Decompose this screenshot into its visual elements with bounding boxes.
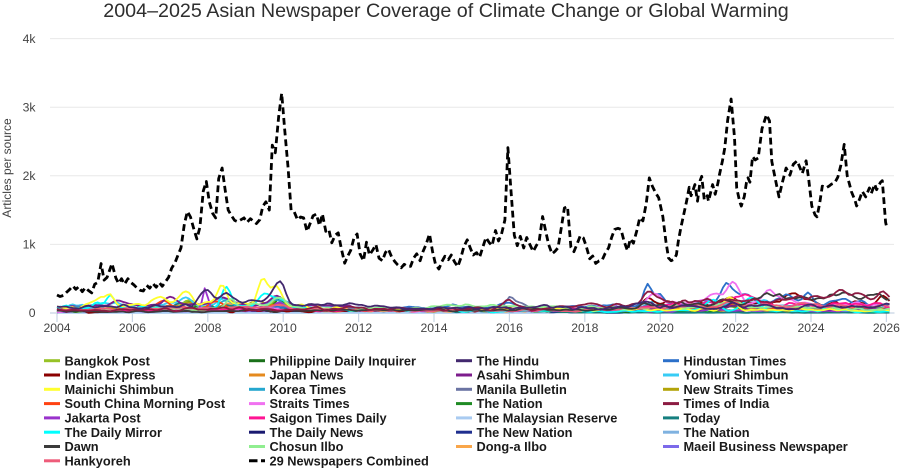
svg-text:2016: 2016 xyxy=(496,321,523,335)
svg-text:Chosun Ilbo: Chosun Ilbo xyxy=(270,439,344,454)
svg-text:2004–2025 Asian Newspaper Cove: 2004–2025 Asian Newspaper Coverage of Cl… xyxy=(103,0,788,22)
svg-text:4k: 4k xyxy=(23,32,37,46)
svg-text:Straits Times: Straits Times xyxy=(270,396,350,411)
svg-text:South China Morning Post: South China Morning Post xyxy=(65,396,226,411)
svg-text:Dong-a Ilbo: Dong-a Ilbo xyxy=(477,439,548,454)
svg-text:2004: 2004 xyxy=(43,321,70,335)
svg-text:Hankyoreh: Hankyoreh xyxy=(65,453,131,468)
svg-text:Philippine Daily Inquirer: Philippine Daily Inquirer xyxy=(270,353,416,368)
svg-text:Dawn: Dawn xyxy=(65,439,99,454)
svg-text:The Malaysian Reserve: The Malaysian Reserve xyxy=(477,411,618,426)
svg-text:0: 0 xyxy=(29,306,36,320)
svg-text:New Straits Times: New Straits Times xyxy=(684,382,794,397)
svg-text:Saigon Times Daily: Saigon Times Daily xyxy=(270,411,388,426)
svg-text:1k: 1k xyxy=(23,238,37,252)
svg-text:2012: 2012 xyxy=(345,321,372,335)
svg-text:29 Newspapers Combined: 29 Newspapers Combined xyxy=(270,453,429,468)
svg-text:Maeil Business Newspaper: Maeil Business Newspaper xyxy=(684,439,848,454)
svg-text:Articles per source: Articles per source xyxy=(0,118,14,218)
svg-text:2010: 2010 xyxy=(270,321,297,335)
svg-text:2006: 2006 xyxy=(119,321,146,335)
svg-text:2018: 2018 xyxy=(571,321,598,335)
svg-text:The Nation: The Nation xyxy=(684,425,750,440)
svg-text:Jakarta Post: Jakarta Post xyxy=(65,411,142,426)
svg-text:The Nation: The Nation xyxy=(477,396,543,411)
svg-text:Mainichi Shimbun: Mainichi Shimbun xyxy=(65,382,175,397)
svg-text:Korea Times: Korea Times xyxy=(270,382,347,397)
svg-text:Yomiuri Shimbun: Yomiuri Shimbun xyxy=(684,368,789,383)
svg-text:2k: 2k xyxy=(23,169,37,183)
svg-text:The New Nation: The New Nation xyxy=(477,425,573,440)
svg-text:The Hindu: The Hindu xyxy=(477,353,540,368)
svg-text:2008: 2008 xyxy=(194,321,221,335)
svg-text:Japan News: Japan News xyxy=(270,368,344,383)
svg-text:The Daily Mirror: The Daily Mirror xyxy=(65,425,162,440)
svg-text:2014: 2014 xyxy=(420,321,447,335)
svg-text:3k: 3k xyxy=(23,100,37,114)
svg-text:2022: 2022 xyxy=(722,321,749,335)
svg-text:2024: 2024 xyxy=(797,321,824,335)
svg-text:2020: 2020 xyxy=(647,321,674,335)
svg-text:Today: Today xyxy=(684,411,722,426)
svg-text:The Daily News: The Daily News xyxy=(270,425,364,440)
svg-text:Times of India: Times of India xyxy=(684,396,771,411)
svg-text:2026: 2026 xyxy=(873,321,900,335)
svg-text:Manila Bulletin: Manila Bulletin xyxy=(477,382,567,397)
svg-text:Hindustan Times: Hindustan Times xyxy=(684,353,787,368)
svg-text:Indian Express: Indian Express xyxy=(65,368,156,383)
svg-text:Bangkok Post: Bangkok Post xyxy=(65,353,151,368)
svg-text:Asahi Shimbun: Asahi Shimbun xyxy=(477,368,570,383)
